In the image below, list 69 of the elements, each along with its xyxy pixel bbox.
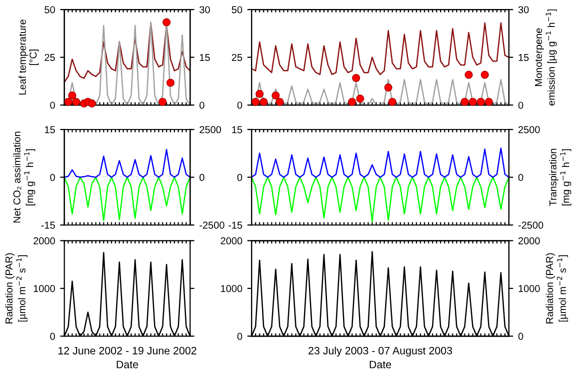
point <box>256 90 264 98</box>
y-tick-label: 0 <box>237 332 242 340</box>
line-series <box>252 22 509 76</box>
point <box>166 78 174 87</box>
y-axis-title: Radiation (PAR) [µmol m$^{−2}$ s$^{−1}$] <box>5 253 28 324</box>
y2-tick-label: 15 <box>518 54 529 62</box>
y2-tick-label: -2500 <box>518 222 544 229</box>
y2-tick-label: 1000 <box>518 285 540 292</box>
point <box>64 98 72 106</box>
y-tick-label: 0 <box>237 174 242 181</box>
y-axis-title: Net CO₂ assimilation [mg g$^{−1}$ h$^{−1}$] <box>13 132 36 223</box>
line-series <box>64 176 190 222</box>
y2-axis-title: Monoterpene emission [µg g$^{−1}$ h$^{−1}$] <box>535 9 557 106</box>
y2-tick-label: 2500 <box>518 126 540 134</box>
point <box>260 98 268 106</box>
point <box>388 98 396 106</box>
y2-axis-title: Radiation (PAR) [µmol m$^{−2}$ s$^{−1}$] <box>546 253 568 324</box>
y-tick-label: -15 <box>228 222 242 229</box>
point <box>72 98 80 106</box>
y2-tick-label: 0 <box>518 102 524 109</box>
y-tick-label: 1000 <box>34 285 55 292</box>
x-axis-title: 12 June 2002 - 19 June 2002 Date <box>58 346 196 368</box>
point <box>484 98 493 106</box>
point <box>348 98 356 106</box>
point <box>272 91 280 100</box>
y2-tick-label: 0 <box>518 174 524 181</box>
line-series <box>252 176 509 222</box>
y-tick-label: 25 <box>44 54 55 62</box>
point <box>468 98 477 106</box>
y2-tick-label: 30 <box>200 6 210 14</box>
y-tick-label: 0 <box>50 174 55 181</box>
y-tick-label: 0 <box>237 102 242 109</box>
y2-axis-title: Transpiration [mg g$^{−1}$ h$^{−1}$] <box>549 148 572 206</box>
y-tick-label: 2000 <box>220 237 242 244</box>
line-series <box>252 148 509 178</box>
y-tick-label: 50 <box>44 6 55 14</box>
point <box>158 98 167 106</box>
point <box>352 74 360 82</box>
y-tick-label: 0 <box>50 332 55 340</box>
point <box>464 70 473 79</box>
y2-tick-label: 2500 <box>200 126 222 134</box>
y-tick-label: 0 <box>50 102 55 109</box>
y-tick-label: 50 <box>232 6 242 14</box>
y-axis-title: Leaf temperature [°C] <box>18 20 39 95</box>
y-tick-label: 15 <box>232 126 242 134</box>
y2-tick-label: 15 <box>200 54 210 62</box>
point <box>68 91 76 100</box>
point <box>480 70 489 79</box>
y-tick-label: 15 <box>44 126 55 134</box>
y2-tick-label: 0 <box>200 174 204 181</box>
point <box>384 84 392 92</box>
y-tick-label: 1000 <box>221 285 242 292</box>
point <box>252 98 260 106</box>
point <box>276 98 284 106</box>
y2-tick-label: 0 <box>518 332 524 340</box>
y2-tick-label: 30 <box>518 6 529 14</box>
y2-tick-label: -2500 <box>200 222 224 229</box>
point <box>356 94 364 103</box>
y-tick-label: -15 <box>41 222 55 229</box>
y-tick-label: 2000 <box>34 237 55 244</box>
y2-tick-label: 0 <box>200 102 204 109</box>
point <box>476 98 485 106</box>
point <box>88 99 96 108</box>
line-series <box>64 148 190 178</box>
y-tick-label: 25 <box>232 54 242 62</box>
x-axis-title: 23 July 2003 - 07 August 2003 Date <box>308 346 452 368</box>
y2-tick-label: 2000 <box>518 237 540 244</box>
point <box>162 18 171 26</box>
point <box>460 98 469 106</box>
